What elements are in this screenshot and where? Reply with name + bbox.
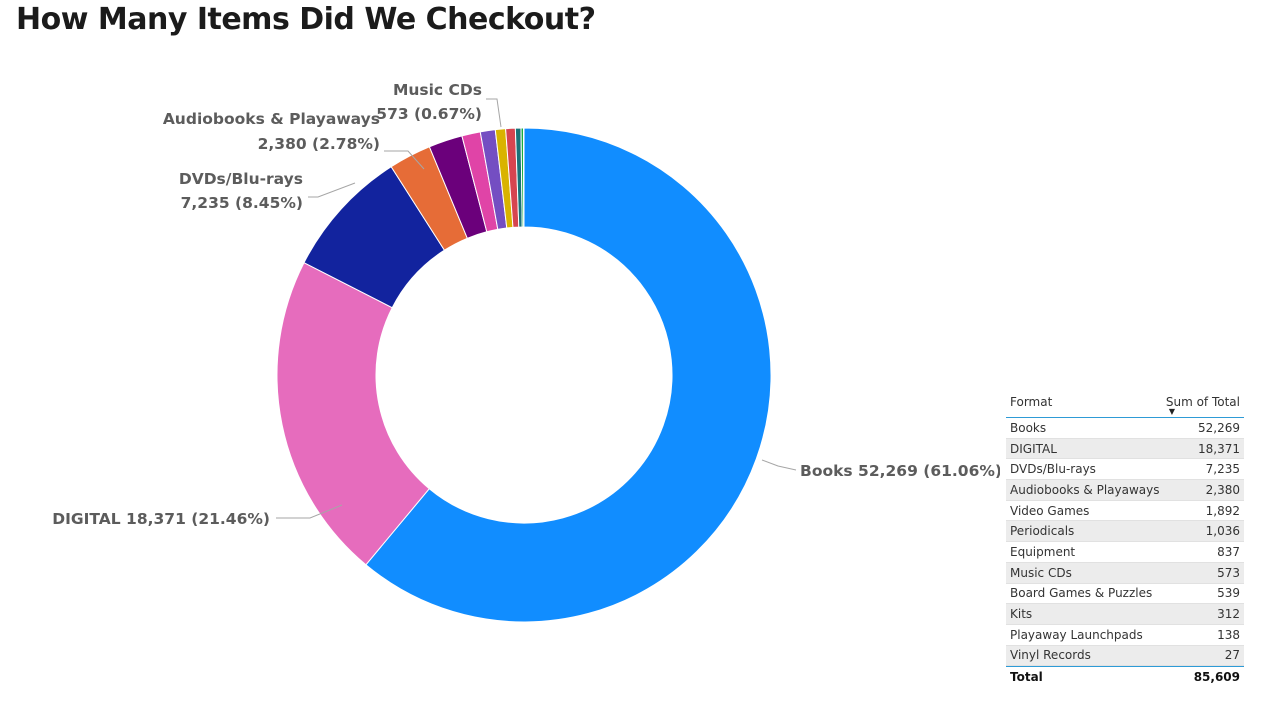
leader-digital — [276, 504, 343, 519]
table-row[interactable]: Equipment 837 — [1006, 542, 1244, 563]
header-sum-of-total-label: Sum of Total — [1165, 395, 1240, 409]
table-cell-total: 1,036 — [1205, 524, 1240, 539]
data-label-dvds-value: 7,235 (8.45%) — [181, 194, 303, 212]
table-row[interactable]: Board Games & Puzzles 539 — [1006, 584, 1244, 605]
table-body: Books 52,269 DIGITAL 18,371 DVDs/Blu-rays 7,2… — [1006, 418, 1244, 667]
page-title: How Many Items Did We Checkout? — [16, 2, 596, 37]
table-cell-format: Video Games — [1010, 503, 1090, 518]
table-cell-total: 2,380 — [1205, 482, 1240, 497]
data-label-books: Books 52,269 (61.06%) — [800, 462, 1000, 480]
table-row[interactable]: Playaway Launchpads 138 — [1006, 625, 1244, 646]
data-label-music-cds-name: Music CDs — [393, 81, 482, 99]
data-label-audiobooks-value: 2,380 (2.78%) — [258, 135, 380, 153]
table-cell-format: DIGITAL — [1010, 441, 1057, 456]
sort-descending-icon: ▼ — [1168, 407, 1176, 416]
table-cell-format: Kits — [1010, 607, 1033, 622]
table-cell-format: Periodicals — [1010, 524, 1075, 539]
table-cell-total: 138 — [1217, 627, 1240, 642]
table-total-row: Total 85,609 — [1006, 666, 1244, 686]
table-cell-format: Music CDs — [1010, 565, 1072, 580]
table-row[interactable]: Video Games 1,892 — [1006, 501, 1244, 522]
donut-slice-books[interactable] — [365, 127, 772, 623]
table-cell-format: Playaway Launchpads — [1010, 627, 1143, 642]
table-header: Format Sum of Total ▼ — [1006, 392, 1244, 418]
table-row[interactable]: DVDs/Blu-rays 7,235 — [1006, 459, 1244, 481]
label-leader-lines — [276, 98, 797, 519]
table-row[interactable]: Vinyl Records 27 — [1006, 645, 1244, 667]
leader-audiobooks — [384, 150, 425, 170]
header-sum-of-total[interactable]: Sum of Total ▼ — [1165, 392, 1240, 416]
table-cell-format: Equipment — [1010, 544, 1076, 559]
table-cell-format: Vinyl Records — [1010, 648, 1091, 663]
table-cell-format: Audiobooks & Playaways — [1010, 482, 1160, 497]
header-format[interactable]: Format — [1010, 395, 1053, 409]
table-row[interactable]: Music CDs 573 — [1006, 562, 1244, 584]
donut-chart: Books 52,269 (61.06%) DIGITAL 18,371 (21.… — [52, 81, 1000, 623]
leader-dvds — [308, 182, 356, 198]
table-cell-total: 1,892 — [1205, 503, 1240, 518]
table-row[interactable]: Periodicals 1,036 — [1006, 521, 1244, 543]
table-cell-total: 837 — [1217, 544, 1240, 559]
table-cell-format: DVDs/Blu-rays — [1010, 462, 1096, 477]
table-row[interactable]: Audiobooks & Playaways 2,380 — [1006, 480, 1244, 501]
summary-table: Format Sum of Total ▼ Books 52,269 DIGITAL… — [1006, 392, 1244, 686]
total-label: Total — [1010, 669, 1043, 684]
donut-slice-digital[interactable] — [276, 261, 430, 566]
table-row[interactable]: Kits 312 — [1006, 604, 1244, 625]
table-cell-total: 7,235 — [1205, 462, 1240, 477]
table-cell-total: 539 — [1217, 586, 1240, 601]
donut-slices — [276, 127, 772, 623]
data-label-digital: DIGITAL 18,371 (21.46%) — [52, 510, 270, 528]
table-cell-total: 312 — [1217, 607, 1240, 622]
table-cell-total: 573 — [1217, 565, 1240, 580]
table-cell-total: 27 — [1224, 648, 1240, 663]
data-label-audiobooks-name: Audiobooks & Playaways — [163, 110, 380, 128]
table-cell-format: Books — [1010, 420, 1047, 435]
data-label-dvds-name: DVDs/Blu-rays — [179, 170, 303, 188]
total-value: 85,609 — [1193, 669, 1240, 684]
leader-books — [761, 459, 797, 471]
table-cell-format: Board Games & Puzzles — [1010, 586, 1153, 601]
table-cell-total: 52,269 — [1198, 420, 1240, 435]
table-row[interactable]: DIGITAL 18,371 — [1006, 438, 1244, 460]
data-label-music-cds-value: 573 (0.67%) — [376, 105, 482, 123]
data-labels: Books 52,269 (61.06%) DIGITAL 18,371 (21.… — [52, 81, 1000, 528]
table-row[interactable]: Books 52,269 — [1006, 418, 1244, 439]
leader-music-cds — [486, 98, 502, 128]
table-cell-total: 18,371 — [1198, 441, 1240, 456]
